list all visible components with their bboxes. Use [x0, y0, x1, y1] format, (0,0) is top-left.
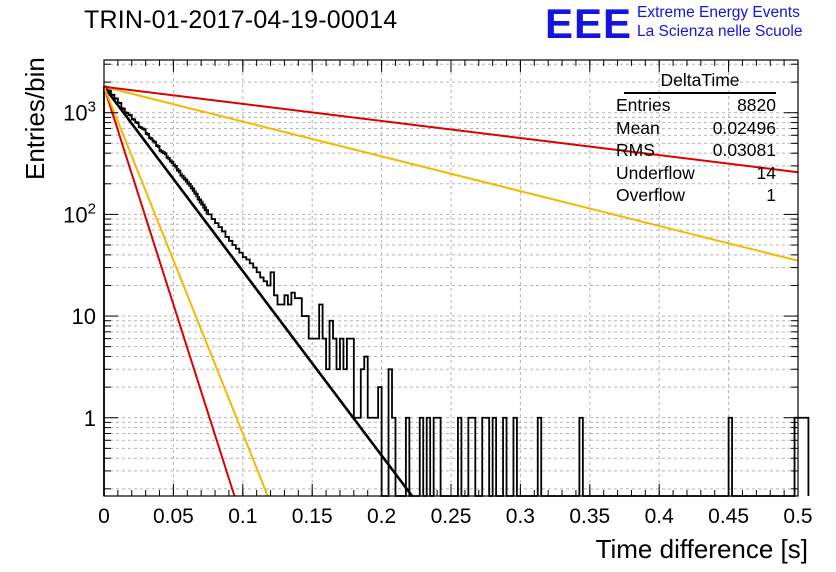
- fit-line-fit: [102, 85, 414, 497]
- logo-line-2: La Scienza nelle Scuole: [637, 23, 803, 40]
- stats-value: 14: [756, 162, 776, 183]
- stats-label: RMS: [616, 140, 655, 160]
- x-tick-label: 0.25: [431, 505, 472, 528]
- x-tick-label: 0.05: [153, 505, 194, 528]
- stats-label: Mean: [616, 117, 660, 138]
- logo-mark: EEE: [545, 0, 633, 47]
- axis-ticks: [103, 60, 799, 496]
- y-tick-labels: 1 10 102 103: [63, 99, 96, 431]
- stats-row-entries: Entries 8820: [616, 94, 776, 117]
- x-tick-labels: 0 0.05 0.1 0.15 0.2 0.25 0.3 0.35 0.4 0.45 0.5: [98, 505, 812, 528]
- stats-title: DeltaTime: [624, 70, 776, 94]
- stats-row-overflow: Overflow 1: [616, 184, 776, 207]
- stats-value: 0.02496: [712, 117, 776, 138]
- stats-label: Entries: [616, 95, 671, 115]
- stats-value: 8820: [737, 95, 776, 115]
- fit-line-band-lower-steep: [103, 86, 236, 497]
- y-tick-label: 1: [84, 406, 96, 431]
- x-tick-label: 0: [98, 505, 110, 528]
- y-tick-label: 103: [63, 99, 96, 126]
- stats-label: Overflow: [616, 185, 686, 205]
- x-tick-label: 0.3: [506, 505, 535, 528]
- x-tick-label: 0.45: [708, 505, 749, 528]
- stats-row-mean: Mean 0.02496: [616, 117, 776, 140]
- chart-title: TRIN-01-2017-04-19-00014: [84, 6, 398, 34]
- stats-row-rms: RMS 0.03081: [616, 139, 776, 162]
- x-tick-label: 0.15: [292, 505, 333, 528]
- stats-value: 1: [766, 185, 776, 205]
- x-tick-label: 0.35: [569, 505, 610, 528]
- stats-label: Underflow: [616, 162, 695, 183]
- stats-row-underflow: Underflow 14: [616, 162, 776, 185]
- stats-box: DeltaTime Entries 8820 Mean 0.02496 RMS …: [616, 70, 776, 207]
- x-tick-label: 0.5: [783, 505, 812, 528]
- x-tick-label: 0.2: [367, 505, 396, 528]
- fit-lines: [102, 85, 799, 497]
- y-tick-label: 10: [72, 304, 96, 329]
- x-tick-label: 0.1: [228, 505, 257, 528]
- x-tick-label: 0.4: [645, 505, 675, 528]
- y-axis-label: Entries/bin: [20, 57, 50, 180]
- stats-value: 0.03081: [712, 140, 776, 160]
- logo-line-1: Extreme Energy Events: [637, 4, 800, 21]
- x-axis-label: Time difference [s]: [595, 534, 808, 564]
- fit-line-band-upper-shallow: [103, 85, 799, 174]
- y-tick-label: 102: [63, 200, 96, 227]
- fit-line-band-upper: [103, 85, 799, 262]
- fit-line-band-lower: [103, 86, 269, 497]
